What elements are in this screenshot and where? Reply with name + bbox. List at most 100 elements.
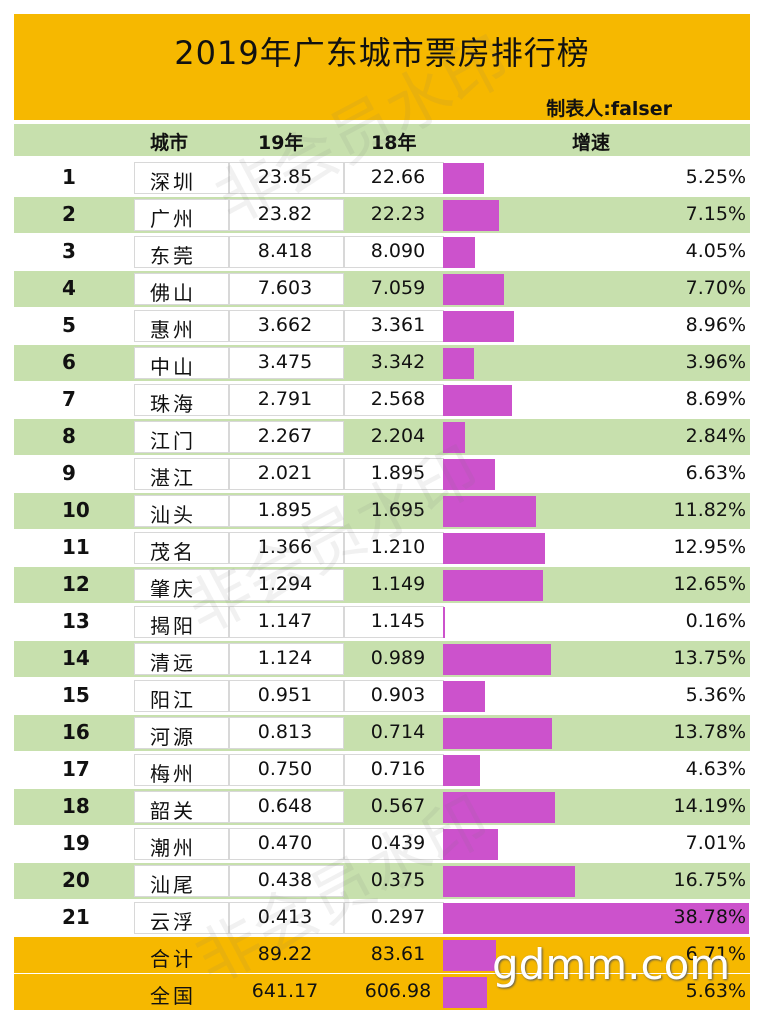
growth-bar <box>443 422 466 453</box>
growth-bar <box>443 570 543 601</box>
table-row: 5 惠州 3.662 3.361 8.96% <box>14 308 750 344</box>
city-name: 惠州 <box>150 318 196 342</box>
page-title: 2019年广东城市票房排行榜 <box>174 34 590 72</box>
value-2018: 1.149 <box>370 573 426 595</box>
rank-number: 5 <box>62 313 76 337</box>
value-2019: 0.470 <box>257 832 313 854</box>
cell-box-2019 <box>229 495 344 527</box>
city-name: 韶关 <box>150 799 196 823</box>
city-name: 潮州 <box>150 836 196 860</box>
table-row: 11 茂名 1.366 1.210 12.95% <box>14 530 750 566</box>
cell-box-2019 <box>229 865 344 897</box>
cell-box-city <box>134 495 229 527</box>
cell-box-2019 <box>229 384 344 416</box>
cell-box-city <box>134 865 229 897</box>
growth-bar <box>443 237 475 268</box>
rank-number: 4 <box>62 276 76 300</box>
column-header-row: 城市 19年 18年 增速 <box>14 124 750 156</box>
column-header-2019: 19年 <box>258 132 304 154</box>
value-2019: 1.124 <box>257 647 313 669</box>
rank-number: 9 <box>62 461 76 485</box>
city-name: 汕尾 <box>150 873 196 897</box>
value-2018: 0.714 <box>370 721 426 743</box>
cell-box-city <box>134 199 229 231</box>
value-2019: 3.475 <box>257 351 313 373</box>
value-2018: 0.567 <box>370 795 426 817</box>
value-2018: 1.210 <box>370 536 426 558</box>
growth-label: 0.16% <box>685 610 746 632</box>
growth-label: 13.78% <box>673 721 746 743</box>
cell-box-2018 <box>344 532 444 564</box>
city-name: 云浮 <box>150 910 196 934</box>
city-name: 珠海 <box>150 392 196 416</box>
value-2019: 0.813 <box>257 721 313 743</box>
cell-box-city <box>134 680 229 712</box>
cell-box-2019 <box>229 902 344 934</box>
column-header-2018: 18年 <box>371 132 417 154</box>
cell-box-city <box>134 273 229 305</box>
city-name: 佛山 <box>150 281 196 305</box>
cell-box-city <box>134 236 229 268</box>
rank-number: 7 <box>62 387 76 411</box>
growth-bar <box>443 274 504 305</box>
growth-label: 7.70% <box>685 277 746 299</box>
growth-bar <box>443 977 488 1008</box>
growth-label: 7.15% <box>685 203 746 225</box>
table-row: 6 中山 3.475 3.342 3.96% <box>14 345 750 381</box>
value-2018: 8.090 <box>370 240 426 262</box>
rank-number: 17 <box>62 757 90 781</box>
value-2018: 0.903 <box>370 684 426 706</box>
growth-bar <box>443 644 552 675</box>
growth-label: 5.36% <box>685 684 746 706</box>
cell-box-city <box>134 569 229 601</box>
cell-box-2018 <box>344 680 444 712</box>
value-2018: 0.989 <box>370 647 426 669</box>
growth-label: 8.69% <box>685 388 746 410</box>
table-row: 12 肇庆 1.294 1.149 12.65% <box>14 567 750 603</box>
growth-bar <box>443 755 480 786</box>
city-name: 清远 <box>150 651 196 675</box>
value-2018: 1.695 <box>370 499 426 521</box>
cell-box-2019 <box>229 606 344 638</box>
city-name: 深圳 <box>150 170 196 194</box>
column-header-city: 城市 <box>150 132 189 154</box>
growth-label: 12.65% <box>673 573 746 595</box>
city-name: 梅州 <box>150 762 196 786</box>
cell-box-2018 <box>344 310 444 342</box>
table-row: 4 佛山 7.603 7.059 7.70% <box>14 271 750 307</box>
table-row: 17 梅州 0.750 0.716 4.63% <box>14 752 750 788</box>
city-name: 茂名 <box>150 540 196 564</box>
rank-number: 12 <box>62 572 90 596</box>
cell-box-2019 <box>229 717 344 749</box>
cell-box-2019 <box>229 791 344 823</box>
rank-number: 18 <box>62 794 90 818</box>
value-2019: 0.648 <box>257 795 313 817</box>
table-row: 20 汕尾 0.438 0.375 16.75% <box>14 863 750 899</box>
value-2019: 0.750 <box>257 758 313 780</box>
city-name: 河源 <box>150 725 196 749</box>
city-name: 江门 <box>150 429 196 453</box>
city-name: 全国 <box>150 984 196 1008</box>
cell-box-2018 <box>344 754 444 786</box>
growth-label: 13.75% <box>673 647 746 669</box>
rank-number: 1 <box>62 165 76 189</box>
rank-number: 2 <box>62 202 76 226</box>
rank-number: 19 <box>62 831 90 855</box>
cell-box-city <box>134 421 229 453</box>
cell-box-2019 <box>229 162 344 194</box>
growth-bar <box>443 385 512 416</box>
cell-box-city <box>134 643 229 675</box>
growth-label: 3.96% <box>685 351 746 373</box>
growth-label: 5.25% <box>685 166 746 188</box>
value-2019: 0.413 <box>257 906 313 928</box>
value-2018: 0.716 <box>370 758 426 780</box>
value-2018: 1.895 <box>370 462 426 484</box>
cell-box-2019 <box>229 347 344 379</box>
cell-box-city <box>134 384 229 416</box>
growth-label: 4.05% <box>685 240 746 262</box>
site-logo: gdmm.com <box>492 940 731 989</box>
rank-number: 16 <box>62 720 90 744</box>
value-2019: 3.662 <box>257 314 313 336</box>
value-2018: 83.61 <box>370 943 426 965</box>
growth-label: 7.01% <box>685 832 746 854</box>
